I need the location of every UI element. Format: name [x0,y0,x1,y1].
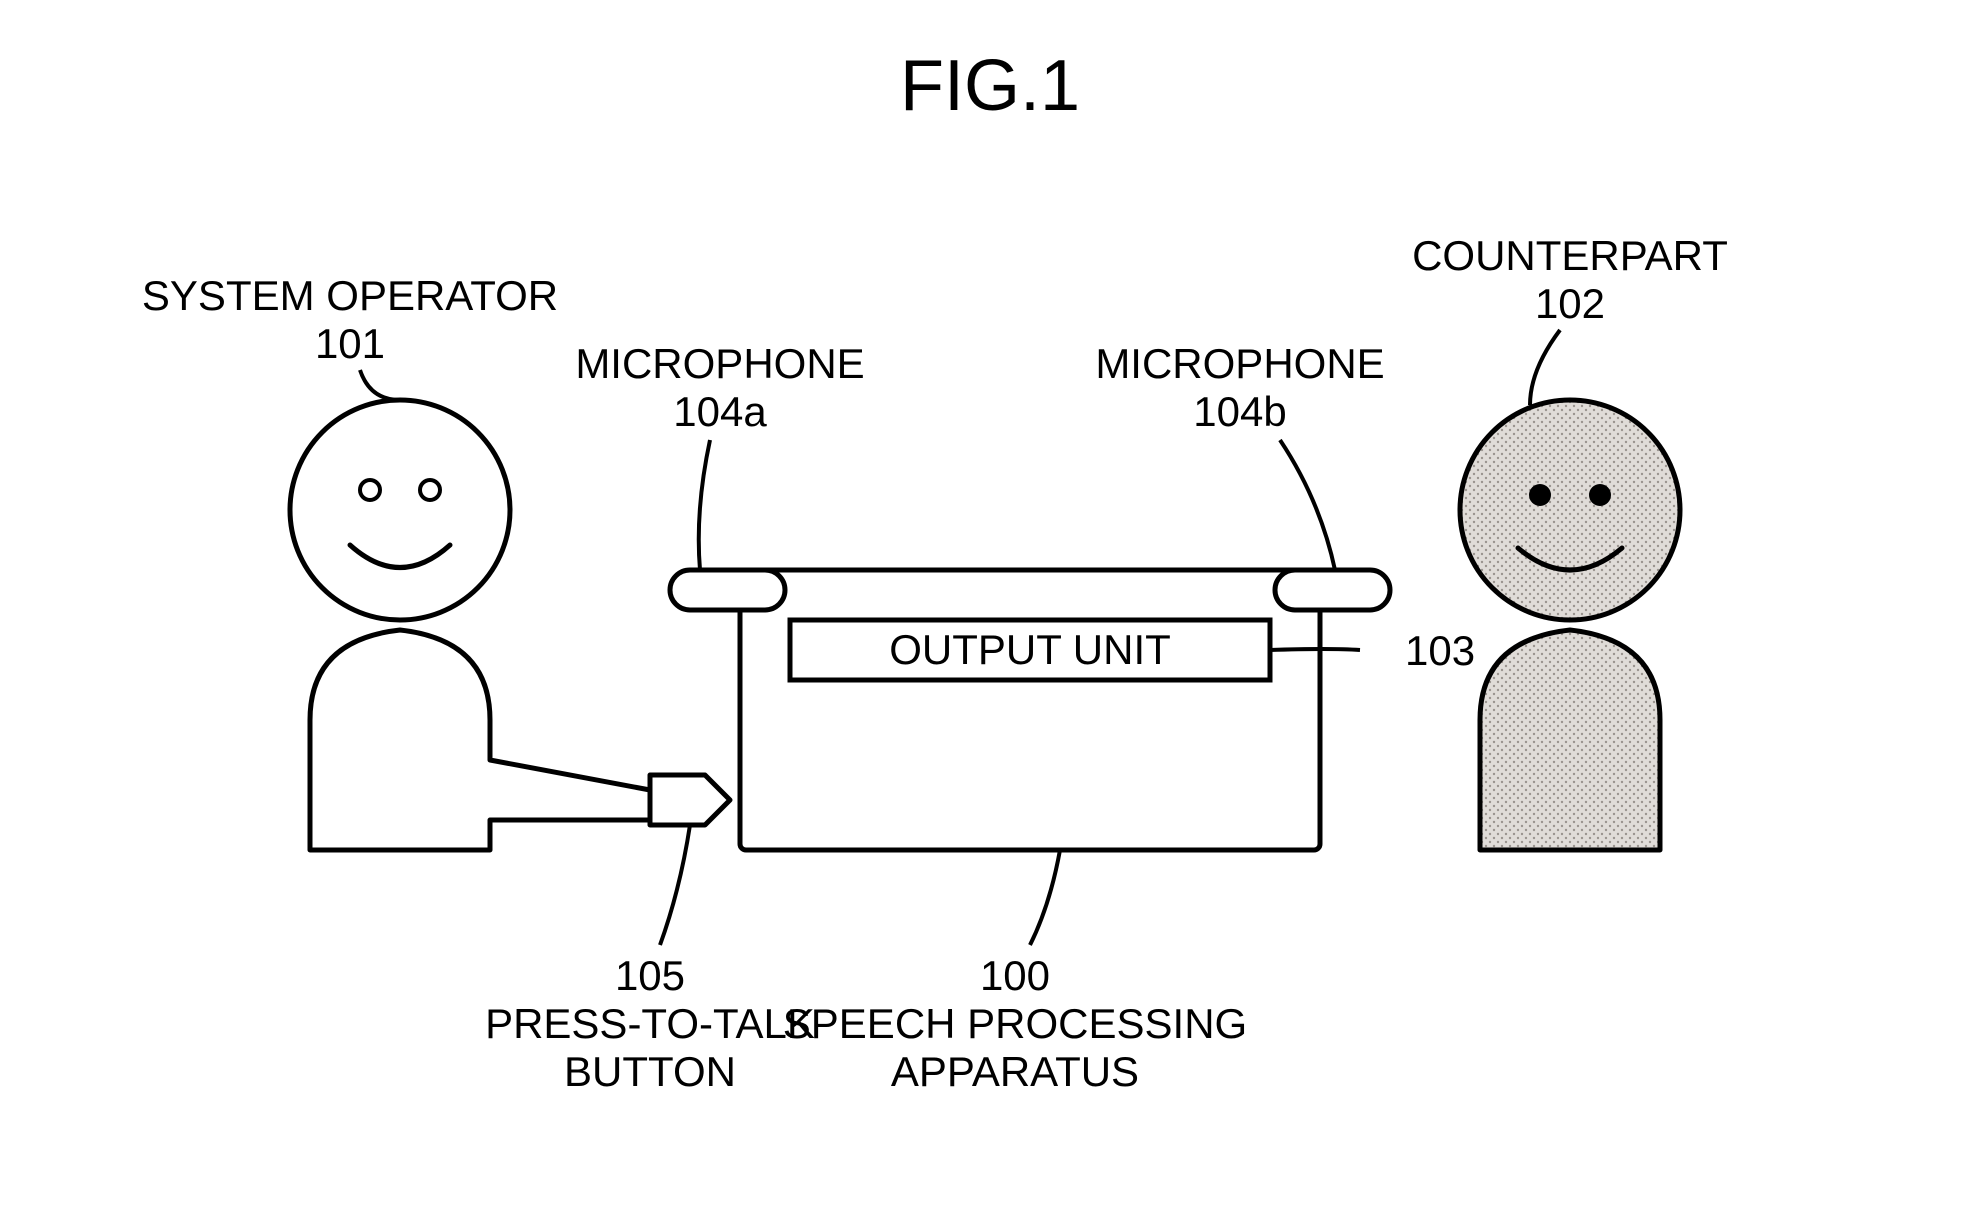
counterpart-head [1460,400,1680,620]
apparatus-label-1: SPEECH PROCESSING [783,1000,1247,1047]
microphone-right-bar [1275,570,1390,610]
counterpart-label-group: COUNTERPART 102 [1412,232,1728,405]
mic-a-label-group: MICROPHONE 104a [575,340,864,570]
ptt-label-group: 105 PRESS-TO-TALK BUTTON [485,825,815,1095]
mic-b-label: MICROPHONE [1095,340,1384,387]
output-unit-label: OUTPUT UNIT [889,626,1171,673]
apparatus-body [740,570,1320,850]
counterpart-label: COUNTERPART [1412,232,1728,279]
mic-b-ref: 104b [1193,388,1286,435]
apparatus-label-2: APPARATUS [891,1048,1139,1095]
operator-label-group: SYSTEM OPERATOR 101 [142,272,558,400]
patent-figure: FIG.1 OUTPUT UNIT [0,0,1980,1227]
output-unit-ref: 103 [1405,627,1475,674]
apparatus-ref: 100 [980,952,1050,999]
counterpart-ref: 102 [1535,280,1605,327]
ptt-ref: 105 [615,952,685,999]
operator-head [290,400,510,620]
apparatus-group: OUTPUT UNIT [670,570,1390,850]
operator-ref: 101 [315,320,385,367]
ptt-label-2: BUTTON [564,1048,736,1095]
operator-label: SYSTEM OPERATOR [142,272,558,319]
mic-b-label-group: MICROPHONE 104b [1095,340,1384,570]
figure-title: FIG.1 [900,46,1080,126]
counterpart-figure [1460,400,1680,850]
operator-figure [290,400,650,850]
ptt-label-1: PRESS-TO-TALK [485,1000,815,1047]
mic-a-label: MICROPHONE [575,340,864,387]
apparatus-label-group: 100 SPEECH PROCESSING APPARATUS [783,850,1247,1095]
microphone-left-bar [670,570,785,610]
ptt-button [650,775,730,825]
mic-a-ref: 104a [673,388,767,435]
